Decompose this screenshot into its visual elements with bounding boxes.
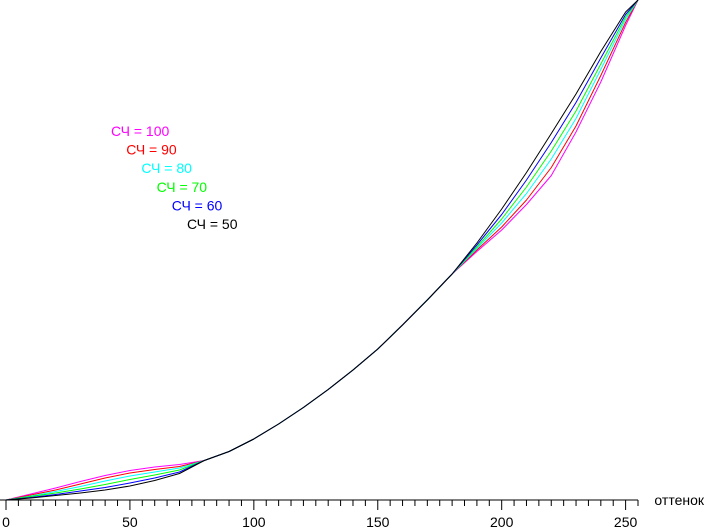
x-tick-label: 250 [614, 514, 638, 529]
x-axis-label: оттенок [654, 492, 704, 508]
series-layer [5, 0, 639, 501]
ticks-layer: 0 50 100 150 200 250 [2, 500, 639, 529]
x-tick-label: 100 [242, 514, 266, 529]
x-tick-label: 200 [490, 514, 514, 529]
x-tick-label: 50 [122, 514, 138, 529]
series-line-6 [5, 0, 639, 501]
legend-label-4: СЧ = 70 [157, 179, 208, 195]
series-line-4 [5, 0, 639, 501]
legend-label-3: СЧ = 80 [141, 160, 192, 176]
legend-label-5: СЧ = 60 [172, 197, 223, 213]
legend: СЧ = 100 СЧ = 90 СЧ = 80 СЧ = 70 СЧ = 60 СЧ =… [111, 123, 238, 232]
series-line-1 [5, 0, 639, 501]
legend-label-2: СЧ = 90 [126, 142, 177, 158]
x-tick-label: 0 [2, 514, 10, 529]
series-line-2 [5, 0, 639, 501]
legend-label-6: СЧ = 50 [187, 216, 238, 232]
series-line-5 [5, 0, 639, 501]
legend-label-1: СЧ = 100 [111, 123, 170, 139]
x-tick-label: 150 [366, 514, 390, 529]
series-line-3 [5, 0, 639, 501]
